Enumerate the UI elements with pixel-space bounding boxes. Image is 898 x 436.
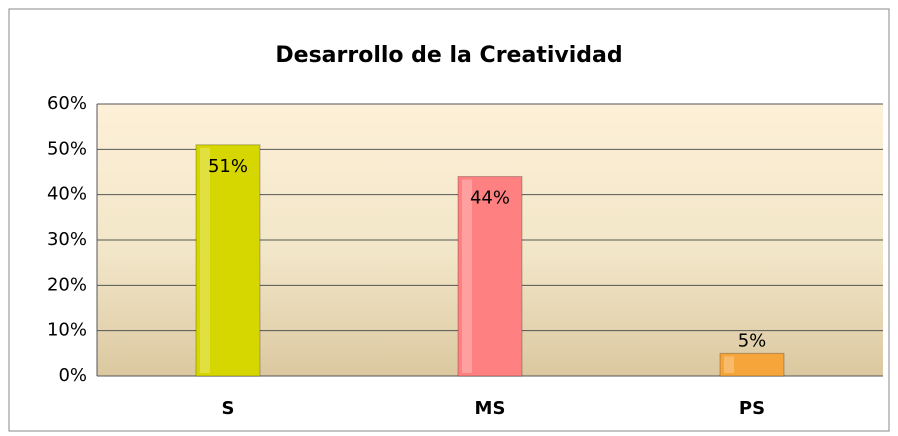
y-tick-label: 60%	[47, 93, 87, 114]
x-tick-label: S	[222, 398, 235, 419]
y-tick-label: 10%	[47, 320, 87, 341]
y-tick-label: 0%	[58, 365, 87, 386]
y-tick-label: 20%	[47, 274, 87, 295]
y-tick-label: 30%	[47, 229, 87, 250]
bar	[719, 352, 785, 377]
data-label: 44%	[470, 188, 510, 209]
y-tick-label: 40%	[47, 184, 87, 205]
bar-highlight	[200, 147, 210, 373]
bar-highlight	[462, 179, 472, 373]
chart-title: Desarrollo de la Creatividad	[275, 43, 622, 68]
bar	[195, 144, 261, 377]
x-tick-label: MS	[475, 398, 506, 419]
x-tick-label: PS	[739, 398, 765, 419]
bar	[457, 176, 523, 377]
data-label: 51%	[208, 156, 248, 177]
data-label: 5%	[738, 330, 767, 351]
bar-highlight	[724, 356, 734, 373]
y-tick-label: 50%	[47, 138, 87, 159]
